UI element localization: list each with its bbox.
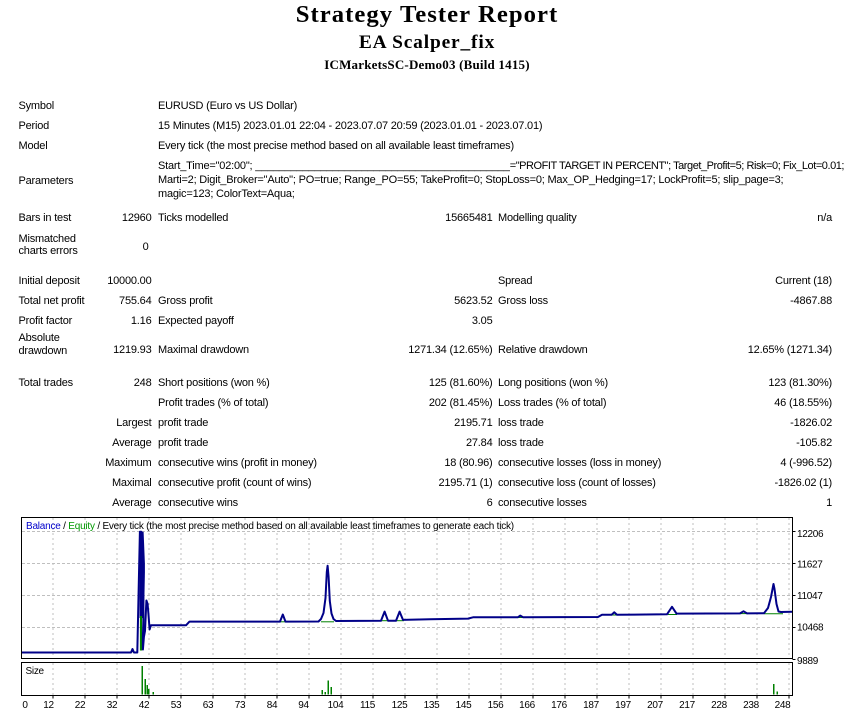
svg-text:166: 166	[519, 700, 536, 711]
svg-text:32: 32	[107, 700, 118, 711]
svg-text:238: 238	[743, 700, 760, 711]
svg-text:207: 207	[647, 700, 664, 711]
svg-text:115: 115	[360, 700, 376, 711]
svg-text:217: 217	[679, 700, 696, 711]
svg-text:125: 125	[392, 700, 409, 711]
svg-text:63: 63	[203, 700, 214, 711]
svg-text:42: 42	[139, 700, 150, 711]
svg-text:9889: 9889	[797, 656, 819, 667]
svg-text:Balance / Equity / Every tick: Balance / Equity / Every tick (the most …	[26, 521, 514, 532]
svg-text:248: 248	[775, 700, 792, 711]
svg-text:94: 94	[298, 700, 309, 711]
svg-text:Size: Size	[26, 666, 45, 677]
svg-text:135: 135	[424, 700, 441, 711]
svg-text:84: 84	[267, 700, 278, 711]
svg-text:104: 104	[328, 700, 345, 711]
svg-text:73: 73	[235, 700, 246, 711]
svg-text:145: 145	[456, 700, 473, 711]
svg-text:11627: 11627	[797, 560, 823, 571]
svg-text:12: 12	[43, 700, 54, 711]
svg-text:11047: 11047	[797, 591, 823, 602]
svg-text:156: 156	[488, 700, 505, 711]
svg-text:22: 22	[75, 700, 86, 711]
svg-text:187: 187	[583, 700, 600, 711]
svg-text:53: 53	[171, 700, 182, 711]
svg-text:0: 0	[22, 700, 28, 711]
svg-text:176: 176	[551, 700, 568, 711]
svg-text:12206: 12206	[797, 529, 824, 540]
svg-text:197: 197	[615, 700, 632, 711]
svg-text:228: 228	[711, 700, 728, 711]
svg-text:10468: 10468	[797, 623, 824, 634]
